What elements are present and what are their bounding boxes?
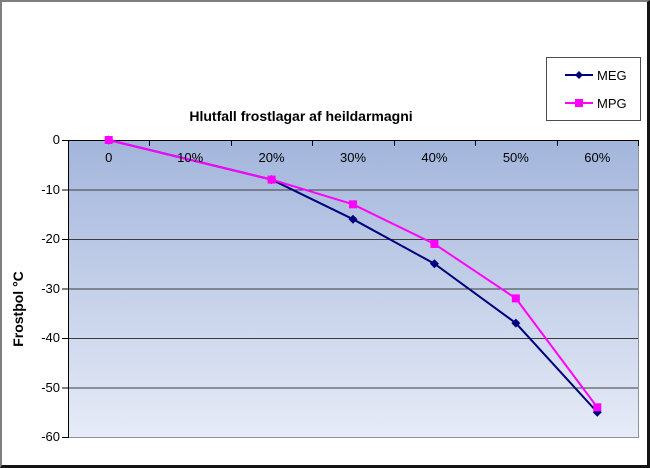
marker-square	[430, 239, 439, 248]
x-axis-label: 40%	[421, 150, 448, 165]
y-axis-tick-label: -30	[41, 280, 60, 296]
legend-marker-diamond-icon	[575, 71, 583, 79]
series-line-mpg	[108, 139, 599, 408]
y-axis-title: Frostþol °C	[10, 271, 26, 347]
marker-square	[349, 200, 357, 209]
y-axis-tick-label: -50	[41, 379, 60, 395]
legend-label: MEG	[597, 67, 627, 83]
chart-title: Hlutfall frostlagar af heildarmagni	[189, 108, 413, 124]
y-axis-tick-label: -10	[41, 181, 60, 197]
x-axis-label: 30%	[339, 150, 367, 165]
legend: MEG MPG	[546, 57, 641, 121]
y-axis-tick-label: -20	[41, 231, 60, 246]
marker-diamond	[348, 214, 358, 224]
series-line-meg	[108, 139, 599, 413]
legend-item: MEG	[547, 68, 640, 83]
legend-swatch-meg	[565, 71, 593, 79]
x-axis-label: 60%	[584, 150, 611, 165]
legend-swatch-mpg	[565, 99, 593, 107]
x-axis-label: 20%	[258, 150, 285, 165]
legend-item: MPG	[547, 96, 640, 111]
marker-square	[104, 136, 113, 144]
y-axis-tick-label: -60	[41, 429, 60, 444]
marker-square	[267, 175, 276, 184]
y-axis-tick-label: 0	[52, 132, 60, 147]
legend-marker-square-icon	[575, 99, 583, 107]
y-axis-tick-label: -40	[41, 330, 60, 345]
legend-label: MPG	[597, 95, 627, 111]
marker-square	[511, 294, 520, 303]
marker-diamond	[429, 259, 439, 269]
x-axis-label: 0	[105, 150, 113, 165]
marker-square	[593, 403, 602, 412]
x-axis-label: 50%	[502, 150, 529, 165]
x-axis-label: 10%	[177, 150, 204, 165]
